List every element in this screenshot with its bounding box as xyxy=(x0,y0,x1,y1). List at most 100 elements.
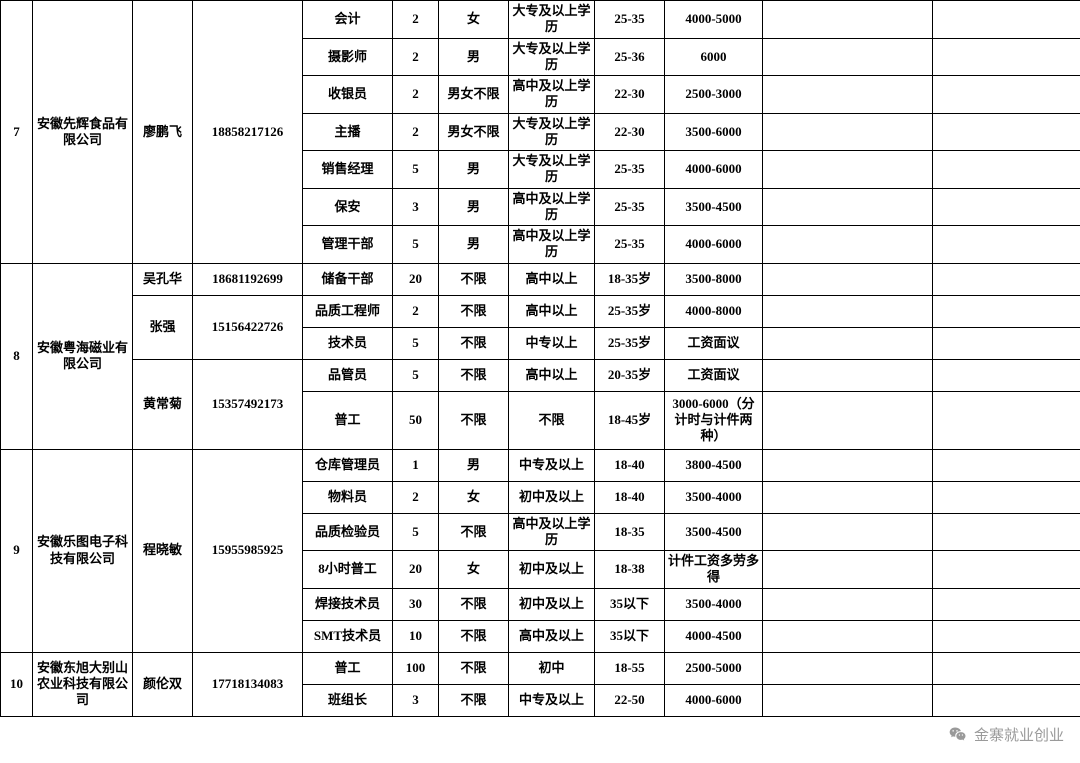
cell-extra2 xyxy=(933,391,1080,449)
cell-extra1 xyxy=(763,295,933,327)
cell-education: 高中及以上学历 xyxy=(509,513,595,551)
cell-index: 7 xyxy=(1,1,33,264)
cell-salary: 4000-6000 xyxy=(665,684,763,716)
cell-salary: 3500-4500 xyxy=(665,188,763,226)
cell-sex: 男女不限 xyxy=(439,113,509,151)
cell-contact: 程晓敏 xyxy=(133,449,193,652)
cell-index: 8 xyxy=(1,263,33,449)
cell-phone: 18681192699 xyxy=(193,263,303,295)
cell-number: 1 xyxy=(393,449,439,481)
cell-sex: 男 xyxy=(439,449,509,481)
cell-sex: 不限 xyxy=(439,652,509,684)
cell-extra2 xyxy=(933,481,1080,513)
cell-extra2 xyxy=(933,588,1080,620)
cell-number: 5 xyxy=(393,151,439,189)
cell-age: 25-35 xyxy=(595,188,665,226)
cell-number: 5 xyxy=(393,226,439,264)
cell-salary: 2500-5000 xyxy=(665,652,763,684)
cell-phone: 15955985925 xyxy=(193,449,303,652)
cell-extra2 xyxy=(933,188,1080,226)
cell-education: 不限 xyxy=(509,391,595,449)
cell-extra2 xyxy=(933,113,1080,151)
cell-extra1 xyxy=(763,551,933,589)
cell-number: 30 xyxy=(393,588,439,620)
cell-salary: 3500-8000 xyxy=(665,263,763,295)
cell-extra2 xyxy=(933,1,1080,39)
cell-age: 18-45岁 xyxy=(595,391,665,449)
cell-salary: 工资面议 xyxy=(665,359,763,391)
cell-education: 中专及以上 xyxy=(509,449,595,481)
cell-salary: 3800-4500 xyxy=(665,449,763,481)
cell-age: 18-40 xyxy=(595,481,665,513)
cell-age: 25-35 xyxy=(595,226,665,264)
cell-extra2 xyxy=(933,76,1080,114)
cell-extra2 xyxy=(933,684,1080,716)
cell-sex: 不限 xyxy=(439,359,509,391)
cell-number: 2 xyxy=(393,76,439,114)
cell-number: 5 xyxy=(393,513,439,551)
cell-position: 普工 xyxy=(303,652,393,684)
table-row: 黄常菊15357492173品管员5不限高中以上20-35岁工资面议 xyxy=(1,359,1080,391)
cell-number: 3 xyxy=(393,188,439,226)
cell-company: 安徽东旭大别山农业科技有限公司 xyxy=(33,652,133,716)
cell-phone: 15156422726 xyxy=(193,295,303,359)
cell-extra1 xyxy=(763,38,933,76)
cell-contact: 吴孔华 xyxy=(133,263,193,295)
cell-position: 仓库管理员 xyxy=(303,449,393,481)
cell-sex: 男 xyxy=(439,226,509,264)
cell-number: 2 xyxy=(393,295,439,327)
cell-sex: 不限 xyxy=(439,295,509,327)
cell-extra2 xyxy=(933,226,1080,264)
cell-age: 18-35 xyxy=(595,513,665,551)
cell-age: 18-55 xyxy=(595,652,665,684)
cell-position: 摄影师 xyxy=(303,38,393,76)
table-row: 10安徽东旭大别山农业科技有限公司颜伦双17718134083普工100不限初中… xyxy=(1,652,1080,684)
cell-contact: 廖鹏飞 xyxy=(133,1,193,264)
cell-extra1 xyxy=(763,76,933,114)
cell-salary: 3000-6000（分计时与计件两种） xyxy=(665,391,763,449)
cell-index: 9 xyxy=(1,449,33,652)
cell-age: 35以下 xyxy=(595,588,665,620)
cell-age: 25-36 xyxy=(595,38,665,76)
cell-education: 大专及以上学历 xyxy=(509,151,595,189)
cell-education: 高中及以上学历 xyxy=(509,188,595,226)
cell-extra1 xyxy=(763,263,933,295)
cell-phone: 17718134083 xyxy=(193,652,303,716)
cell-extra2 xyxy=(933,551,1080,589)
cell-age: 25-35 xyxy=(595,1,665,39)
cell-position: 品管员 xyxy=(303,359,393,391)
cell-number: 2 xyxy=(393,1,439,39)
table-body: 7安徽先辉食品有限公司廖鹏飞18858217126会计2女大专及以上学历25-3… xyxy=(1,1,1080,717)
cell-education: 大专及以上学历 xyxy=(509,113,595,151)
cell-extra1 xyxy=(763,327,933,359)
cell-sex: 不限 xyxy=(439,391,509,449)
cell-age: 35以下 xyxy=(595,620,665,652)
cell-extra1 xyxy=(763,1,933,39)
cell-extra2 xyxy=(933,513,1080,551)
cell-education: 初中及以上 xyxy=(509,481,595,513)
cell-salary: 4000-4500 xyxy=(665,620,763,652)
cell-age: 25-35岁 xyxy=(595,295,665,327)
cell-extra1 xyxy=(763,359,933,391)
cell-phone: 18858217126 xyxy=(193,1,303,264)
cell-extra1 xyxy=(763,481,933,513)
watermark-text: 金寨就业创业 xyxy=(974,724,1064,745)
cell-number: 100 xyxy=(393,652,439,684)
cell-extra1 xyxy=(763,226,933,264)
cell-education: 初中 xyxy=(509,652,595,684)
cell-position: 班组长 xyxy=(303,684,393,716)
cell-extra1 xyxy=(763,684,933,716)
cell-extra1 xyxy=(763,652,933,684)
cell-age: 25-35岁 xyxy=(595,327,665,359)
cell-extra2 xyxy=(933,151,1080,189)
cell-age: 18-35岁 xyxy=(595,263,665,295)
cell-education: 高中及以上学历 xyxy=(509,76,595,114)
cell-position: 管理干部 xyxy=(303,226,393,264)
cell-extra2 xyxy=(933,359,1080,391)
cell-extra1 xyxy=(763,188,933,226)
cell-extra1 xyxy=(763,588,933,620)
cell-index: 10 xyxy=(1,652,33,716)
cell-position: 收银员 xyxy=(303,76,393,114)
cell-extra2 xyxy=(933,652,1080,684)
cell-position: 主播 xyxy=(303,113,393,151)
